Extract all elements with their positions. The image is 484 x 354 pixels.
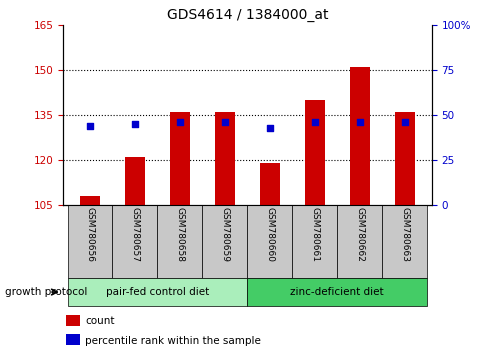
Point xyxy=(400,119,408,125)
Bar xyxy=(304,100,324,205)
Bar xyxy=(124,157,145,205)
Text: GSM780659: GSM780659 xyxy=(220,207,229,263)
Bar xyxy=(247,205,292,278)
Bar xyxy=(67,205,112,278)
Text: GSM780656: GSM780656 xyxy=(85,207,94,263)
Bar xyxy=(394,112,414,205)
Point xyxy=(265,125,273,131)
Text: count: count xyxy=(85,316,114,326)
Point xyxy=(355,119,363,125)
Bar xyxy=(65,315,80,326)
Bar xyxy=(292,205,336,278)
Text: pair-fed control diet: pair-fed control diet xyxy=(106,287,209,297)
Point xyxy=(86,123,94,129)
Bar xyxy=(349,67,369,205)
Bar xyxy=(67,278,247,306)
Title: GDS4614 / 1384000_at: GDS4614 / 1384000_at xyxy=(166,8,327,22)
Bar xyxy=(336,205,381,278)
Bar xyxy=(169,112,190,205)
Point xyxy=(176,119,183,125)
Text: GSM780660: GSM780660 xyxy=(265,207,274,263)
Text: GSM780662: GSM780662 xyxy=(354,207,363,262)
Text: GSM780663: GSM780663 xyxy=(399,207,408,263)
Bar xyxy=(214,112,235,205)
Bar xyxy=(112,205,157,278)
Text: GSM780658: GSM780658 xyxy=(175,207,184,263)
Text: zinc-deficient diet: zinc-deficient diet xyxy=(290,287,383,297)
Bar xyxy=(247,278,426,306)
Bar xyxy=(381,205,426,278)
Bar xyxy=(65,334,80,346)
Point xyxy=(221,119,228,125)
Text: GSM780661: GSM780661 xyxy=(310,207,318,263)
Point xyxy=(310,119,318,125)
Point xyxy=(131,121,138,127)
Bar xyxy=(259,163,279,205)
Text: GSM780657: GSM780657 xyxy=(130,207,139,263)
Bar xyxy=(80,196,100,205)
Text: percentile rank within the sample: percentile rank within the sample xyxy=(85,336,260,346)
Bar xyxy=(202,205,247,278)
Bar xyxy=(157,205,202,278)
Text: growth protocol: growth protocol xyxy=(5,287,87,297)
